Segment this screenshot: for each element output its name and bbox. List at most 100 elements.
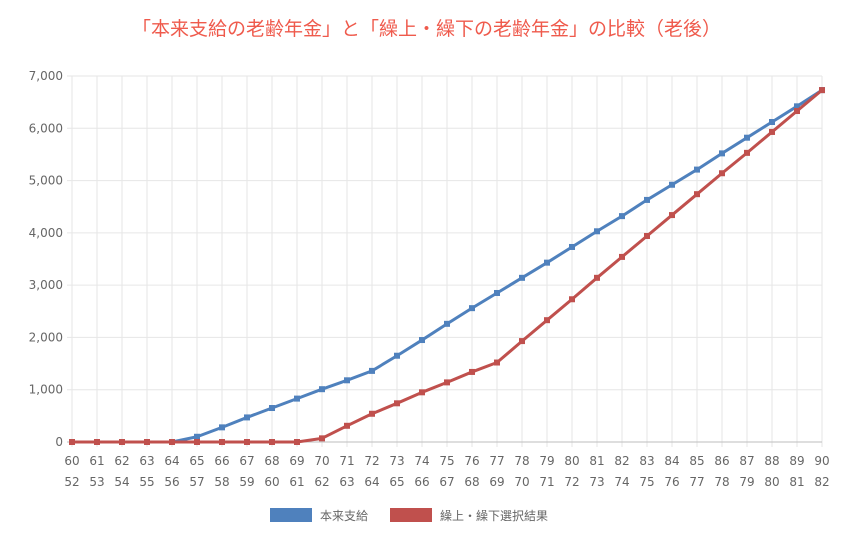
data-point: [469, 305, 475, 312]
x-tick-label-secondary: 73: [589, 475, 604, 489]
x-tick-label-secondary: 55: [139, 475, 154, 489]
x-tick-label-secondary: 78: [714, 475, 729, 489]
series-lines: [69, 87, 825, 445]
x-tick-label: 86: [714, 454, 729, 468]
data-point: [569, 243, 575, 250]
data-point: [369, 410, 375, 417]
data-point: [769, 119, 775, 126]
x-tick-label-secondary: 57: [189, 475, 204, 489]
x-tick-label-secondary: 82: [814, 475, 829, 489]
y-tick-label: 3,000: [29, 278, 63, 292]
data-point: [419, 337, 425, 344]
data-point: [519, 338, 525, 345]
x-tick-label: 77: [489, 454, 504, 468]
data-point: [294, 439, 300, 445]
x-tick-label: 62: [114, 454, 129, 468]
x-tick-label: 65: [189, 454, 204, 468]
data-point: [244, 414, 250, 421]
legend-swatch: [270, 508, 312, 522]
x-tick-label-secondary: 58: [214, 475, 229, 489]
data-point: [419, 389, 425, 396]
x-tick-label-secondary: 53: [89, 475, 104, 489]
data-point: [594, 274, 600, 281]
x-tick-label: 71: [339, 454, 354, 468]
data-point: [219, 424, 225, 431]
legend-item-1[interactable]: 本来支給: [270, 508, 368, 523]
data-point: [669, 212, 675, 219]
y-tick-label: 1,000: [29, 383, 63, 397]
x-tick-label: 85: [689, 454, 704, 468]
x-tick-label: 87: [739, 454, 754, 468]
x-tick-label: 67: [239, 454, 254, 468]
x-tick-label-secondary: 81: [789, 475, 804, 489]
x-tick-label-secondary: 59: [239, 475, 254, 489]
data-point: [744, 134, 750, 141]
data-point: [694, 166, 700, 173]
data-point: [594, 228, 600, 235]
data-point: [644, 196, 650, 203]
x-tick-label: 63: [139, 454, 154, 468]
x-tick-label: 61: [89, 454, 104, 468]
x-tick-label: 66: [214, 454, 229, 468]
x-tick-label-secondary: 56: [164, 475, 179, 489]
legend: 本来支給 繰上・繰下選択結果: [270, 508, 548, 523]
x-tick-label-secondary: 65: [389, 475, 404, 489]
x-tick-label: 74: [414, 454, 429, 468]
data-point: [519, 274, 525, 281]
x-tick-label: 90: [814, 454, 829, 468]
x-tick-label-secondary: 64: [364, 475, 379, 489]
x-tick-label-secondary: 54: [114, 475, 129, 489]
data-point: [344, 377, 350, 384]
x-tick-label: 64: [164, 454, 179, 468]
x-tick-label-secondary: 72: [564, 475, 579, 489]
data-point: [144, 439, 150, 445]
data-point: [394, 400, 400, 407]
data-point: [719, 150, 725, 157]
data-point: [344, 422, 350, 429]
x-tick-label: 76: [464, 454, 479, 468]
x-tick-label: 82: [614, 454, 629, 468]
x-tick-label-secondary: 76: [664, 475, 679, 489]
y-tick-label: 0: [55, 435, 63, 449]
x-axis-tick-labels: 60 61 62 63 64 65 66 67 68 69 70 71 72 73 74 75 76 77 78 79…: [64, 454, 829, 489]
data-point: [219, 439, 225, 445]
x-tick-label: 84: [664, 454, 679, 468]
x-tick-label-secondary: 77: [689, 475, 704, 489]
x-tick-label-secondary: 60: [264, 475, 279, 489]
data-point: [319, 386, 325, 393]
x-tick-label-secondary: 70: [514, 475, 529, 489]
data-point: [494, 359, 500, 366]
data-point: [469, 368, 475, 375]
legend-swatch: [390, 508, 432, 522]
data-point: [269, 405, 275, 412]
data-point: [444, 320, 450, 327]
legend-item-2[interactable]: 繰上・繰下選択結果: [390, 508, 548, 523]
data-point: [819, 87, 825, 94]
data-point: [719, 170, 725, 177]
data-point: [694, 191, 700, 198]
data-point: [94, 439, 100, 445]
x-tick-label: 80: [564, 454, 579, 468]
x-tick-label: 72: [364, 454, 379, 468]
y-tick-label: 7,000: [29, 69, 63, 83]
data-point: [194, 433, 200, 440]
data-point: [669, 181, 675, 188]
x-tick-label-secondary: 66: [414, 475, 429, 489]
x-tick-label-secondary: 68: [464, 475, 479, 489]
x-tick-label: 60: [64, 454, 79, 468]
x-tick-label-secondary: 69: [489, 475, 504, 489]
data-point: [619, 253, 625, 260]
x-tick-label-secondary: 63: [339, 475, 354, 489]
data-point: [269, 439, 275, 445]
x-tick-label-secondary: 67: [439, 475, 454, 489]
x-tick-label: 69: [289, 454, 304, 468]
x-tick-label-secondary: 79: [739, 475, 754, 489]
x-tick-label-secondary: 61: [289, 475, 304, 489]
data-point: [494, 289, 500, 296]
x-tick-label: 81: [589, 454, 604, 468]
data-point: [444, 379, 450, 386]
x-tick-label-secondary: 62: [314, 475, 329, 489]
data-point: [394, 352, 400, 359]
data-point: [569, 296, 575, 303]
